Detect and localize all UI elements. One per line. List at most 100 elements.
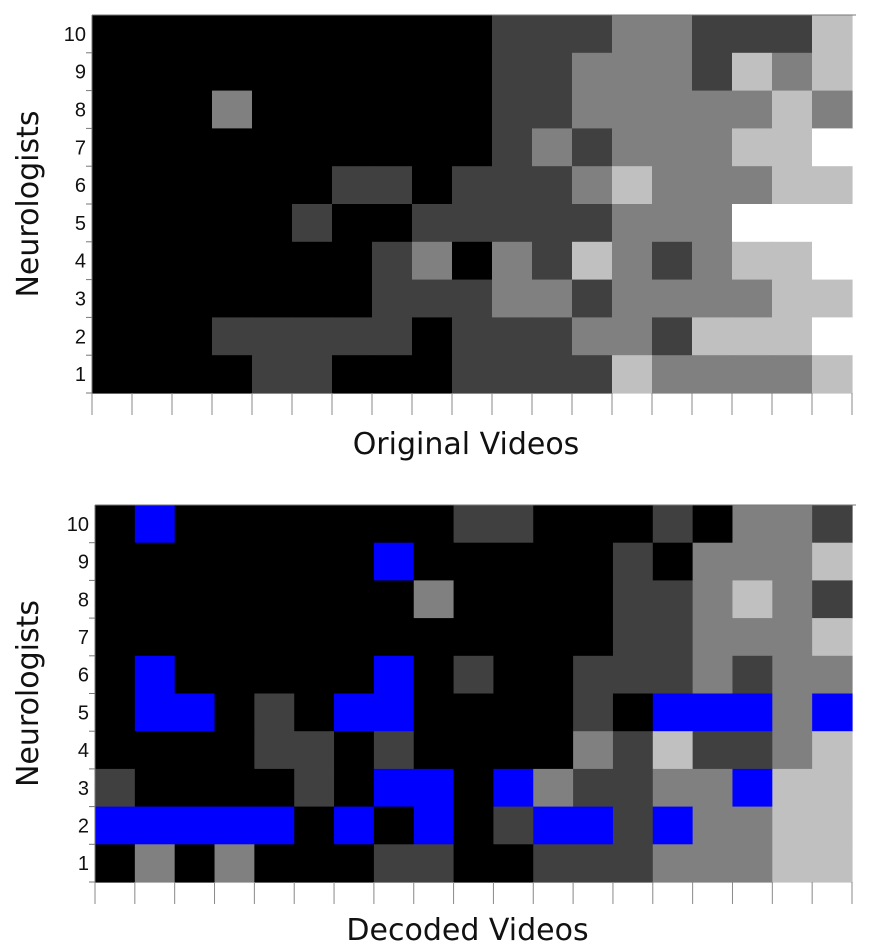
heatmap-cell — [214, 806, 255, 845]
heatmap-cell — [214, 768, 255, 808]
y-tick-label: 9 — [78, 552, 89, 574]
heatmap-cell — [332, 128, 373, 167]
heatmap-cell — [453, 618, 495, 657]
heatmap-cell — [132, 317, 173, 356]
heatmap-cell — [692, 731, 734, 770]
heatmap-cell — [652, 355, 693, 394]
heatmap-cell — [92, 52, 133, 92]
heatmap-cell — [652, 90, 693, 129]
heatmap-cell — [214, 655, 255, 695]
heatmap-cell — [812, 52, 853, 92]
heatmap-cell — [692, 542, 734, 581]
heatmap-cell — [174, 655, 216, 695]
heatmap-cell — [332, 279, 373, 318]
heatmap-cell — [134, 655, 176, 695]
y-tick-label: 7 — [78, 627, 89, 649]
heatmap-cell — [732, 655, 773, 695]
heatmap-cell — [453, 505, 495, 544]
heatmap-cell — [254, 655, 295, 695]
heatmap-cell — [252, 90, 293, 129]
heatmap-cell — [732, 15, 773, 54]
heatmap-cell — [652, 128, 693, 167]
heatmap-cell — [492, 279, 533, 318]
heatmap-cell — [772, 90, 813, 129]
heatmap-cell — [92, 204, 133, 243]
heatmap-cell — [612, 52, 653, 92]
heatmap-cell — [732, 618, 773, 657]
heatmap-cell — [212, 52, 253, 92]
heatmap-cell — [294, 580, 335, 619]
heatmap-cell — [95, 618, 136, 657]
heatmap-cell — [334, 505, 375, 544]
heatmap-cell — [373, 542, 415, 581]
heatmap-cell — [134, 693, 176, 732]
heatmap-cell — [533, 768, 574, 808]
heatmap-cell — [652, 204, 693, 243]
heatmap-cell — [573, 768, 614, 808]
heatmap-cell — [572, 90, 613, 129]
y-tick-label: 10 — [64, 24, 86, 46]
heatmap-cell — [212, 15, 253, 54]
heatmap-cell — [132, 355, 173, 394]
heatmap-cell — [92, 317, 133, 356]
heatmap-cell — [92, 166, 133, 205]
heatmap-cell — [413, 505, 455, 544]
heatmap-cell — [412, 128, 453, 167]
heatmap-cell — [612, 580, 654, 619]
heatmap-cell — [493, 844, 534, 883]
heatmap-cell — [532, 52, 573, 92]
heatmap-cell — [332, 166, 373, 205]
heatmap-cell — [92, 90, 133, 129]
heatmap-cell — [812, 655, 853, 695]
heatmap-cell — [212, 204, 253, 243]
heatmap-cell — [533, 542, 574, 581]
heatmap-cell — [452, 52, 493, 92]
heatmap-cell — [294, 618, 335, 657]
heatmap-cell — [652, 693, 694, 732]
heatmap-cell — [172, 166, 213, 205]
heatmap-cell — [572, 52, 613, 92]
heatmap-cell — [413, 693, 455, 732]
heatmap-cell — [134, 542, 176, 581]
heatmap-cell — [334, 580, 375, 619]
heatmap-cell — [214, 542, 255, 581]
heatmap-cell — [533, 806, 574, 845]
heatmap-cell — [533, 844, 574, 883]
heatmap-cell — [493, 505, 534, 544]
heatmap-cell — [254, 806, 295, 845]
heatmap-cell — [772, 128, 813, 167]
heatmap-cell — [412, 52, 453, 92]
heatmap-cell — [373, 844, 415, 883]
heatmap-cell — [334, 655, 375, 695]
heatmap-cell — [812, 693, 853, 732]
heatmap-panel-1: 1 2 3 4 5 6 7 8 9 10 Original Videos Neurologists — [11, 14, 856, 462]
heatmap-cell — [172, 317, 213, 356]
heatmap-cell — [612, 655, 654, 695]
heatmap-cell — [492, 355, 533, 394]
heatmap-cell — [174, 580, 216, 619]
heatmap-cell — [692, 204, 733, 243]
heatmap-cell — [254, 768, 295, 808]
heatmap-cell — [92, 128, 133, 167]
heatmap-cell — [612, 731, 654, 770]
heatmap-cell — [492, 317, 533, 356]
heatmap-cell — [652, 731, 694, 770]
heatmap-cell — [332, 15, 373, 54]
heatmap-cell — [292, 90, 333, 129]
heatmap-cell — [212, 279, 253, 318]
heatmap-cell — [532, 15, 573, 54]
heatmap-cell — [772, 542, 813, 581]
heatmap-cell — [692, 90, 733, 129]
heatmap-cell — [134, 618, 176, 657]
heatmap-cell — [573, 693, 614, 732]
heatmap-cell — [612, 279, 653, 318]
heatmap-cell — [413, 655, 455, 695]
heatmap-cell — [692, 505, 734, 544]
heatmap-cell — [772, 279, 813, 318]
heatmap-cell — [412, 90, 453, 129]
heatmap-cell — [292, 204, 333, 243]
heatmap-cell — [372, 204, 413, 243]
heatmap-cell — [492, 166, 533, 205]
heatmap-cell — [572, 204, 613, 243]
heatmap-cell — [132, 90, 173, 129]
